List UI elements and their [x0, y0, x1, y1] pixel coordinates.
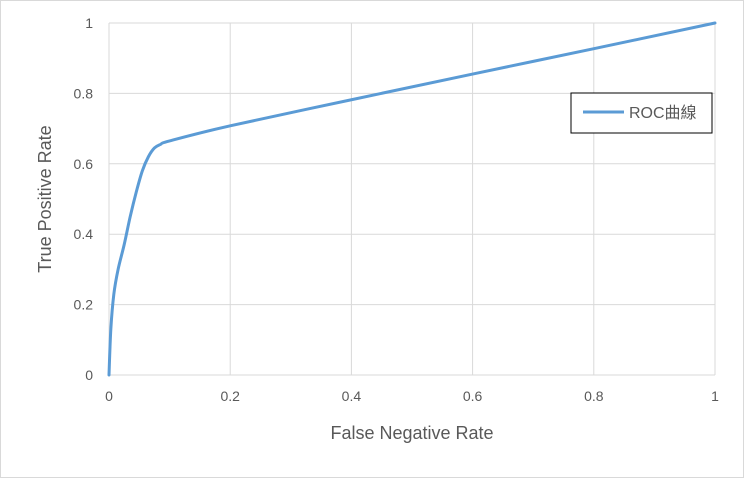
- x-tick-label: 0.2: [220, 388, 240, 404]
- x-tick-label: 1: [711, 388, 719, 404]
- y-tick-label: 0.8: [74, 85, 94, 101]
- y-tick-label: 1: [85, 15, 93, 31]
- legend: ROC曲線: [570, 92, 713, 134]
- x-axis-title: False Negative Rate: [330, 423, 493, 443]
- x-tick-label: 0: [105, 388, 113, 404]
- legend-label: ROC曲線: [629, 104, 697, 122]
- y-tick-label: 0.2: [74, 297, 94, 313]
- x-tick-label: 0.8: [584, 388, 604, 404]
- x-tick-label: 0.4: [342, 388, 362, 404]
- x-tick-label: 0.6: [463, 388, 483, 404]
- y-tick-label: 0.6: [74, 156, 94, 172]
- tick-labels: 0 0.2 0.4 0.6 0.8 1 0 0.2 0.4 0.6 0.8 1: [74, 15, 720, 404]
- y-tick-label: 0: [85, 367, 93, 383]
- y-tick-label: 0.4: [74, 226, 94, 242]
- y-axis-title: True Positive Rate: [35, 125, 55, 272]
- series-layer: [107, 21, 717, 377]
- gridlines: [108, 22, 716, 376]
- series-line-roc: [107, 21, 717, 377]
